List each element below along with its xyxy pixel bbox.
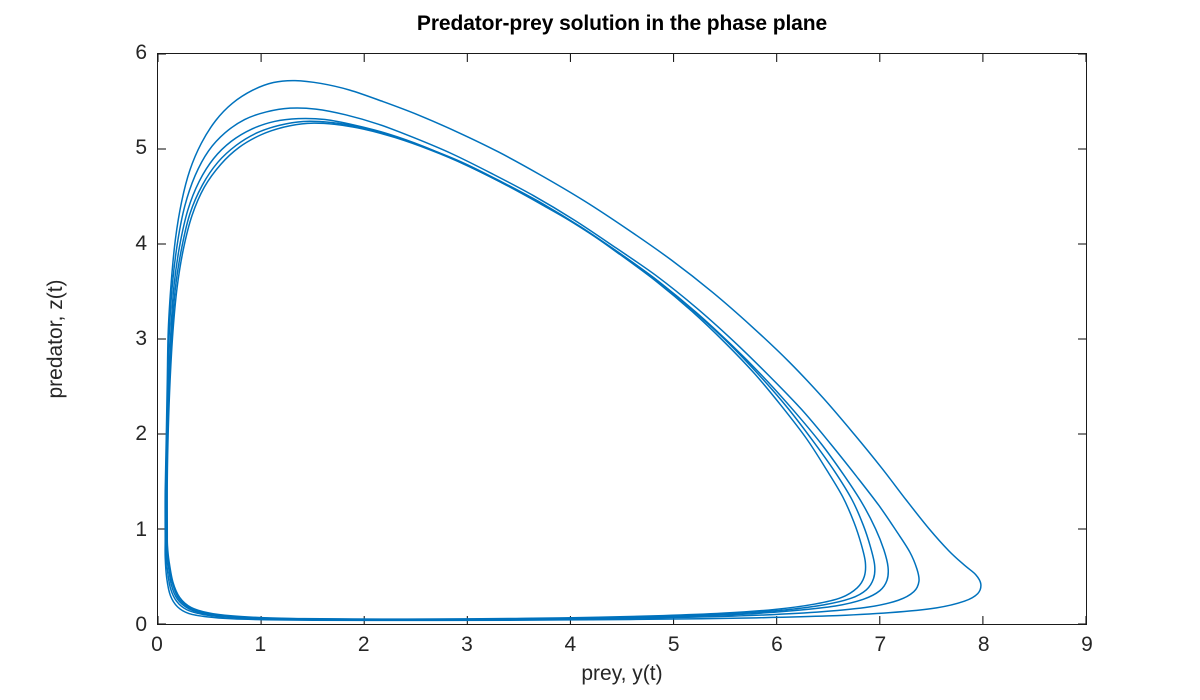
y-tick-label: 0 — [135, 613, 147, 636]
orbit-path — [164, 107, 920, 621]
orbit-path — [164, 79, 982, 622]
y-tick-label: 1 — [135, 517, 147, 541]
plot-svg — [158, 54, 1086, 624]
x-tick-label: 1 — [254, 633, 267, 656]
y-tick-label: 3 — [135, 327, 147, 350]
x-tick-label: 8 — [977, 633, 990, 656]
trajectory-curves — [164, 79, 982, 622]
x-tick-label: 3 — [461, 633, 473, 656]
orbit-path — [166, 122, 867, 620]
orbit-path — [165, 117, 890, 621]
orbit-path — [165, 120, 876, 621]
plot-area — [157, 53, 1087, 625]
x-tick-label: 2 — [357, 633, 370, 656]
page-title: Predator-prey solution in the phase plan… — [416, 12, 828, 35]
y-tick-label: 2 — [135, 422, 147, 446]
x-tick-label: 6 — [771, 633, 783, 656]
x-tick-label: 0 — [151, 633, 163, 656]
y-tick-label: 6 — [135, 41, 147, 64]
axis-ticks — [158, 54, 1086, 624]
y-axis-label: predator, z(t) — [44, 279, 67, 399]
x-tick-label: 7 — [874, 633, 887, 656]
y-tick-label: 4 — [135, 231, 147, 255]
x-tick-label: 9 — [1081, 633, 1093, 656]
x-tick-label: 5 — [667, 633, 680, 656]
x-tick-label: 4 — [564, 633, 577, 656]
y-tick-label: 5 — [135, 136, 147, 160]
x-axis-label: prey, y(t) — [581, 662, 663, 685]
